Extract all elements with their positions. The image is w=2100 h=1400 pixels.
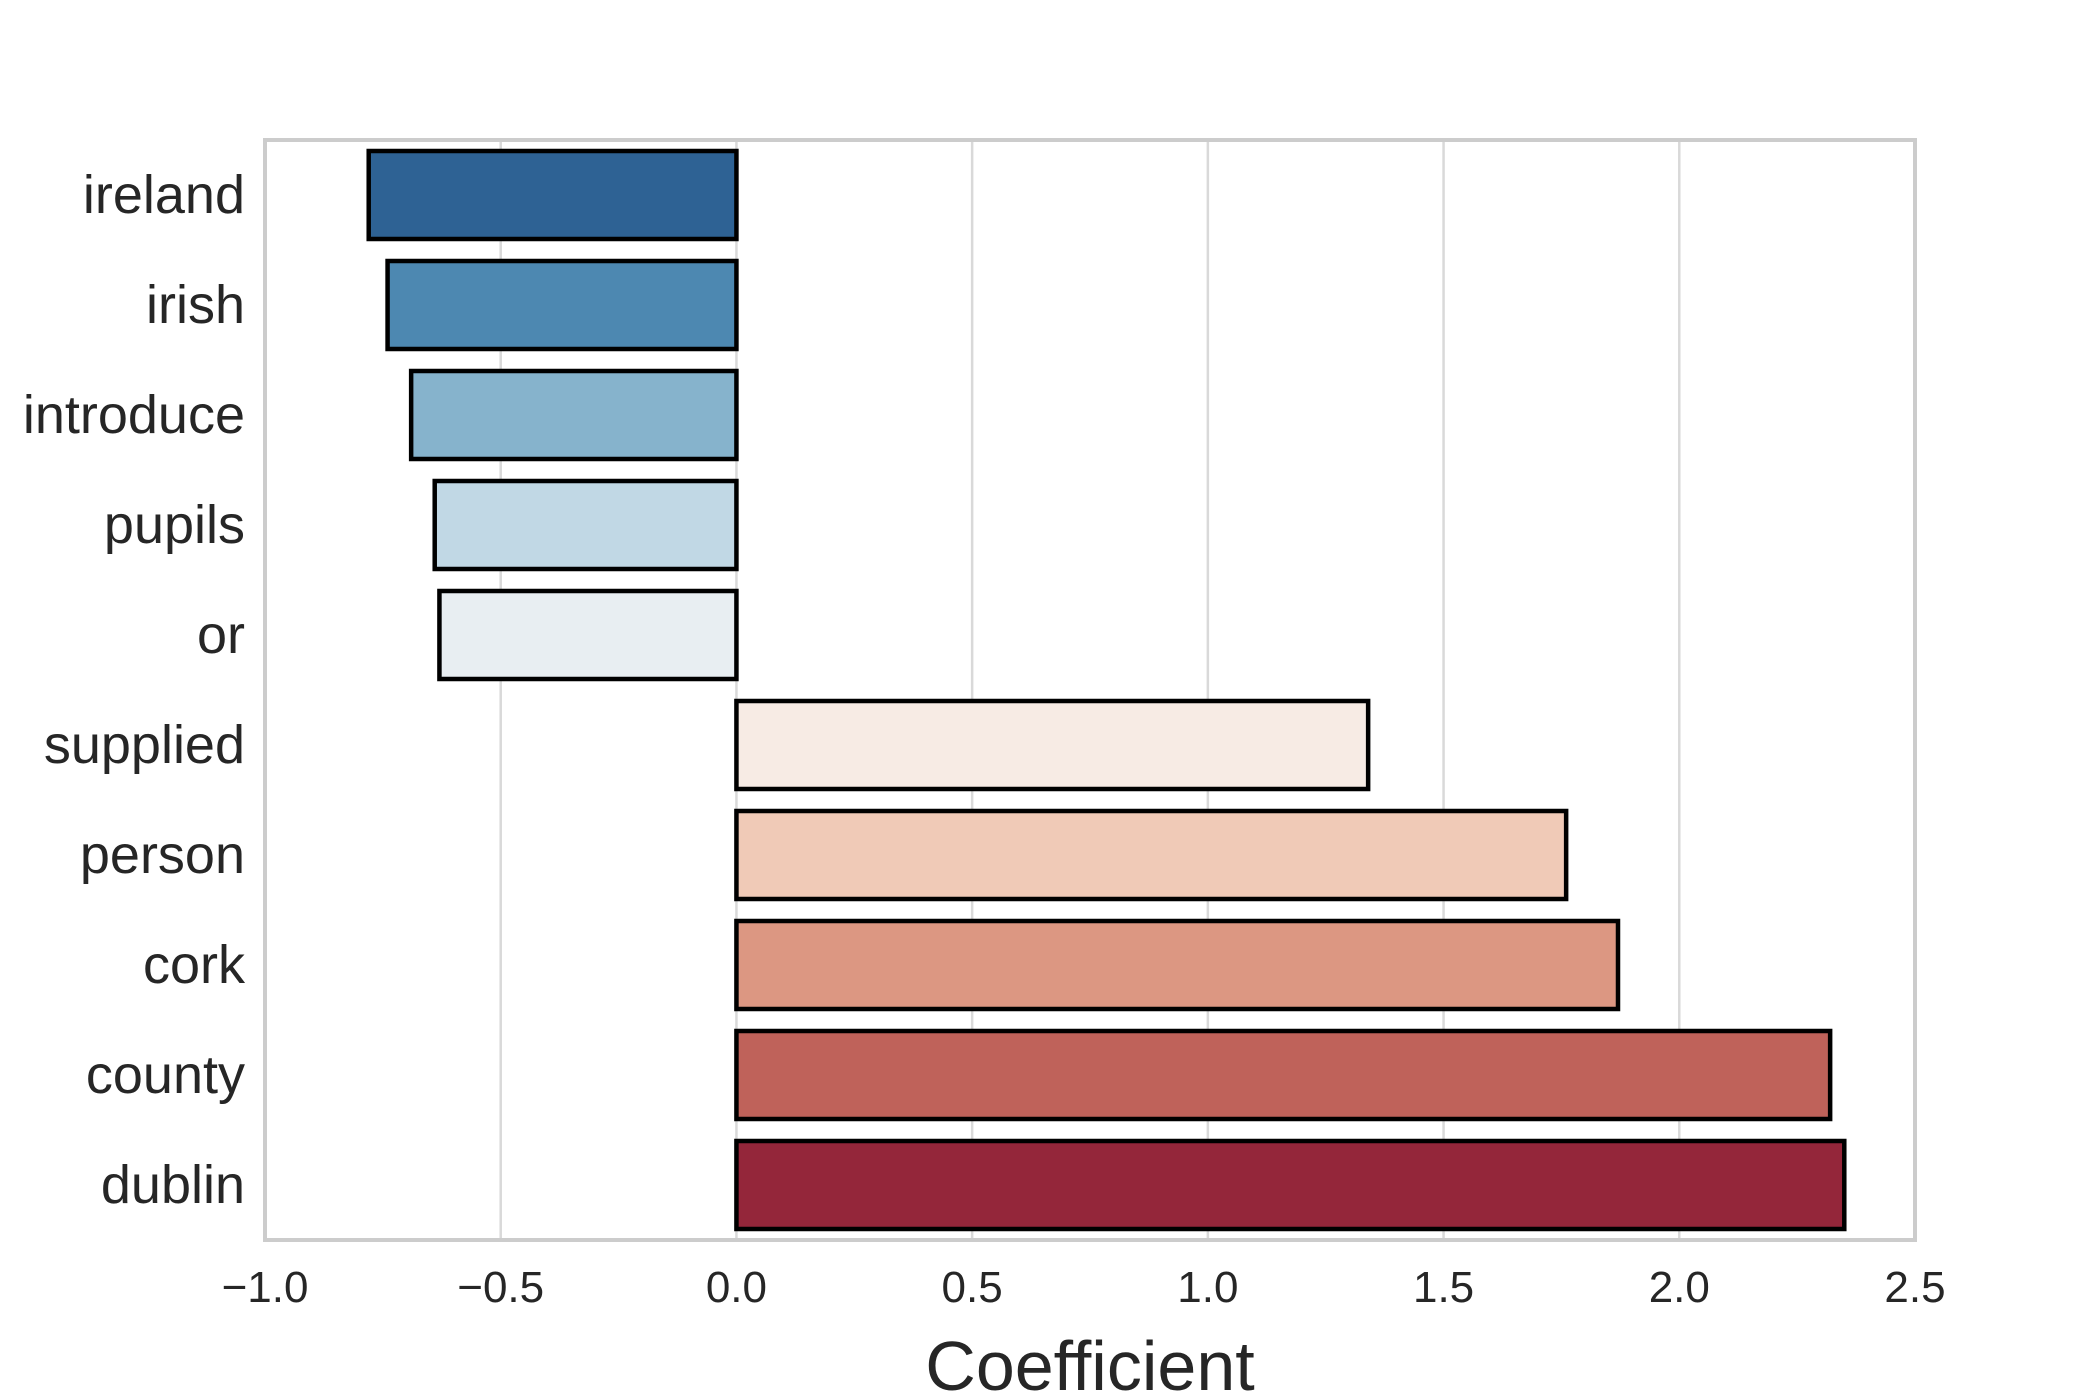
category-label: supplied [44, 715, 245, 775]
category-label: ireland [83, 165, 245, 225]
category-label: cork [143, 935, 246, 995]
bar-person [734, 808, 1569, 902]
x-tick-label: 1.5 [1413, 1263, 1474, 1312]
category-label: county [86, 1045, 245, 1105]
x-tick-label: −1.0 [222, 1263, 309, 1312]
bar-pupils [432, 478, 739, 572]
x-tick-label: 2.5 [1884, 1263, 1945, 1312]
x-tick-label: 0.0 [706, 1263, 767, 1312]
x-tick-label: 0.5 [942, 1263, 1003, 1312]
category-label: or [197, 605, 245, 665]
x-axis-title: Coefficient [925, 1327, 1254, 1400]
category-labels: ireland irish introduce pupils or supplied per… [23, 165, 246, 1215]
bar-ireland [366, 148, 739, 242]
x-tick-label: −0.5 [457, 1263, 544, 1312]
category-label: irish [146, 275, 245, 335]
bar-supplied [734, 698, 1371, 792]
category-label: pupils [104, 495, 245, 555]
plot-frame [263, 138, 1917, 1242]
x-tick-label: 1.0 [1177, 1263, 1238, 1312]
bars [366, 148, 1847, 1232]
bar-county [734, 1028, 1833, 1122]
bar-or [437, 588, 739, 682]
bar-irish [385, 258, 739, 352]
bar-dublin [734, 1138, 1847, 1232]
bar-cork [734, 918, 1621, 1012]
category-label: person [80, 825, 245, 885]
x-tick-labels: −1.0 −0.5 0.0 0.5 1.0 1.5 2.0 2.5 [222, 1263, 1946, 1312]
category-label: introduce [23, 385, 245, 445]
x-tick-label: 2.0 [1649, 1263, 1710, 1312]
category-label: dublin [101, 1155, 245, 1215]
bar-introduce [408, 368, 739, 462]
